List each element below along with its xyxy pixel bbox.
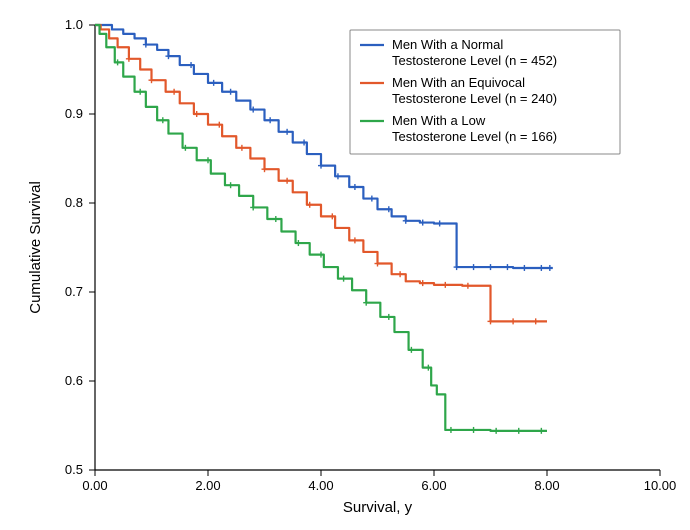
svg-text:1.0: 1.0 [65, 17, 83, 32]
svg-text:0.00: 0.00 [82, 478, 107, 493]
svg-text:10.00: 10.00 [644, 478, 677, 493]
svg-text:0.9: 0.9 [65, 106, 83, 121]
svg-text:Men With a Normal: Men With a Normal [392, 37, 503, 52]
svg-text:Testosterone Level (n = 452): Testosterone Level (n = 452) [392, 53, 557, 68]
svg-text:4.00: 4.00 [308, 478, 333, 493]
svg-text:0.5: 0.5 [65, 462, 83, 477]
svg-text:Men With a Low: Men With a Low [392, 113, 486, 128]
svg-text:6.00: 6.00 [421, 478, 446, 493]
svg-text:Testosterone Level (n = 166): Testosterone Level (n = 166) [392, 129, 557, 144]
svg-text:0.7: 0.7 [65, 284, 83, 299]
svg-text:8.00: 8.00 [534, 478, 559, 493]
svg-text:0.8: 0.8 [65, 195, 83, 210]
svg-text:Cumulative Survival: Cumulative Survival [27, 181, 44, 314]
svg-text:Men With an Equivocal: Men With an Equivocal [392, 75, 525, 90]
chart-svg: 0.00 2.00 4.00 6.00 8.00 10.00 0.5 0.6 0.7 0.8 0.9… [0, 0, 690, 530]
survival-chart: 0.00 2.00 4.00 6.00 8.00 10.00 0.5 0.6 0.7 0.8 0.9… [0, 0, 690, 530]
svg-text:Testosterone Level (n = 240): Testosterone Level (n = 240) [392, 91, 557, 106]
svg-text:2.00: 2.00 [195, 478, 220, 493]
svg-text:Survival, y: Survival, y [343, 499, 413, 516]
svg-text:0.6: 0.6 [65, 373, 83, 388]
